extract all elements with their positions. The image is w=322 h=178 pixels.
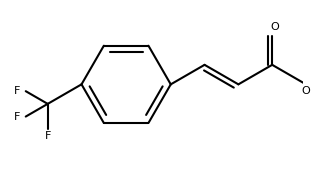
Text: O: O [302,86,310,96]
Text: O: O [270,22,279,32]
Text: F: F [44,131,51,141]
Text: F: F [14,86,21,96]
Text: F: F [14,112,21,122]
